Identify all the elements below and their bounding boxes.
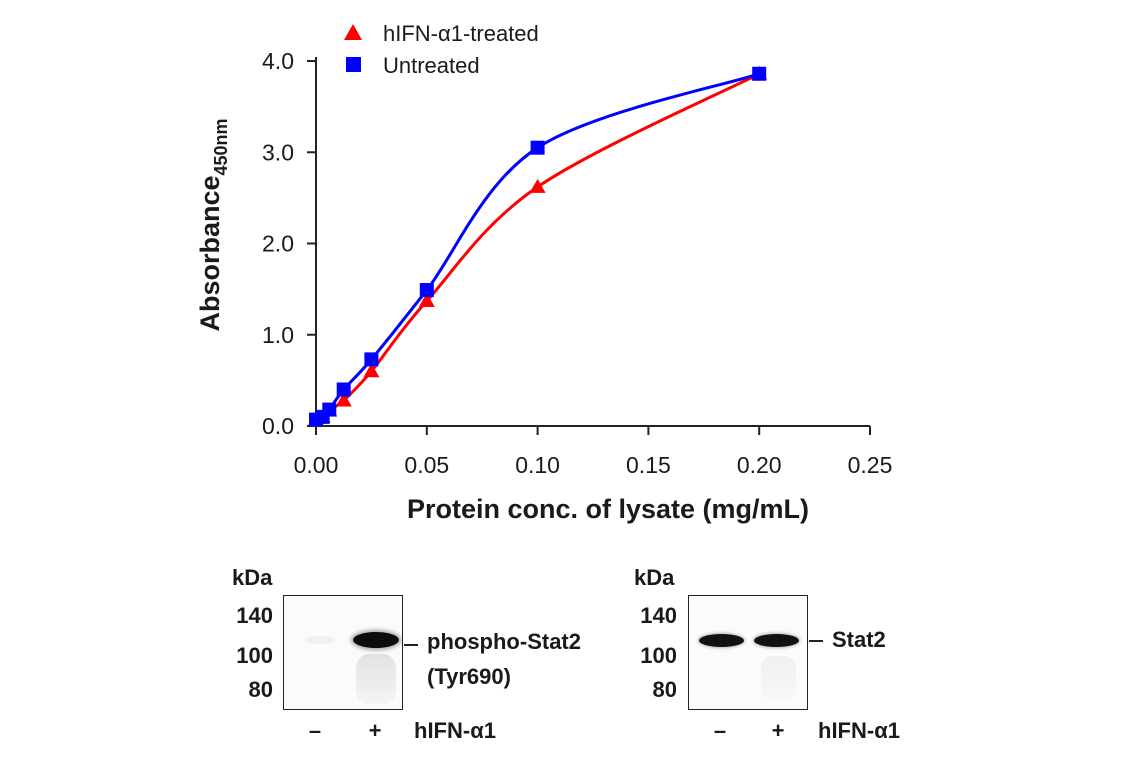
blot1-marker-80: 80 [248,677,273,702]
blot1-band-label-line2: (Tyr690) [427,664,511,689]
y-axis-label-subscript: 450nm [211,118,231,175]
data-point-untreated [322,402,337,417]
x-tick-label: 0.25 [848,452,893,478]
blot2-treatment-label: hIFN-α1 [818,718,900,743]
blot2-marker-100: 100 [640,643,677,668]
blot1-band-label-line1: phospho-Stat2 [427,629,581,654]
chart-curves [315,72,760,422]
blot2-lane1-sign: – [713,718,727,743]
y-tick-label: 3.0 [262,139,294,165]
y-tick-label: 1.0 [262,322,294,348]
data-point-treated [335,392,352,407]
x-tick-label: 0.05 [404,452,449,478]
blot2-kda-label: kDa [634,565,675,590]
blot1-membrane [283,595,403,710]
data-point-untreated [364,352,379,367]
chart-axes: 0.00 0.05 0.10 0.15 0.20 0.25 0.0 1.0 2.0 3.0 4.0 [262,48,892,478]
blot2-lane2-sign: + [771,718,785,743]
blot1-band-pointer [404,644,418,646]
data-point-treated [418,292,435,307]
x-axis-label: Protein conc. of lysate (mg/mL) [407,494,809,524]
y-axis-label-main: Absorbance [195,176,225,332]
chart-legend: hIFN-α1-treated Untreated [344,21,539,78]
data-point-untreated [419,283,434,298]
blot2-marker-140: 140 [640,603,677,628]
legend-label-untreated: Untreated [383,53,480,78]
legend-marker-treated [344,24,362,40]
x-tick-label: 0.10 [515,452,560,478]
chart-markers [308,65,768,427]
x-tick-label: 0.20 [737,452,782,478]
data-point-untreated [530,140,545,155]
elisa-chart: 0.00 0.05 0.10 0.15 0.20 0.250.01.02.03.04.0 … [195,21,892,524]
y-axis-label: Absorbance450nm [195,118,231,331]
data-point-untreated [336,382,351,397]
legend-marker-untreated [346,57,361,72]
blot2-band-lane2 [754,634,799,647]
legend-label-treated: hIFN-α1-treated [383,21,539,46]
blot1-treatment-label: hIFN-α1 [414,718,496,743]
x-tick-label: 0.00 [294,452,339,478]
x-tick-label: 0.15 [626,452,671,478]
blot2-band-lane1 [699,634,744,647]
y-tick-label: 4.0 [262,48,294,74]
blot2-band-pointer [809,640,823,642]
blot2-membrane [688,595,808,710]
y-tick-label: 2.0 [262,231,294,257]
blot2-smear-lane2 [761,656,796,701]
data-point-treated [529,178,546,193]
data-point-untreated [752,66,767,81]
blot2-band-label: Stat2 [832,627,886,652]
blot1-lane2-sign: + [368,718,382,743]
y-tick-label: 0.0 [262,413,294,439]
blot2-marker-80: 80 [652,677,677,702]
blot1-marker-140: 140 [236,603,273,628]
series-line-untreated [315,72,760,422]
blot1-smear-lane2 [356,654,396,704]
blot1-band-lane1 [304,636,336,644]
series-line-treated [315,72,760,422]
blot1-kda-label: kDa [232,565,273,590]
blot1-marker-100: 100 [236,643,273,668]
data-point-treated [363,363,380,378]
blot1-band-lane2 [353,632,399,648]
blot1-lane1-sign: – [308,718,322,743]
